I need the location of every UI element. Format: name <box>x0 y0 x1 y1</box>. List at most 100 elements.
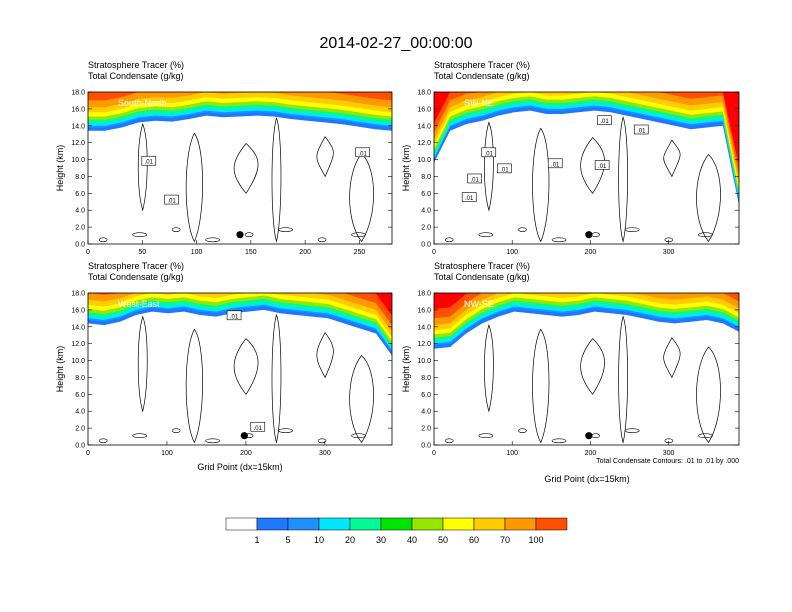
condensate-contour-small <box>132 433 147 439</box>
contour-label-box <box>497 163 512 174</box>
y-tick-label: 8.0 <box>421 375 431 382</box>
condensate-contour <box>618 315 628 444</box>
condensate-contour <box>484 324 494 413</box>
y-tick-label: 14.0 <box>417 123 431 130</box>
condensate-contour <box>618 116 628 243</box>
y-tick-label: 14.0 <box>417 324 431 331</box>
colorbar-label: 70 <box>500 535 510 545</box>
contour-label-box <box>597 115 612 126</box>
x-axis-label-right: Grid Point (dx=15km) <box>544 474 629 484</box>
x-tick-label: 100 <box>161 450 173 457</box>
condensate-contour-small <box>278 428 293 433</box>
condensate-contour-small <box>551 237 567 243</box>
condensate-contour-small <box>205 237 220 243</box>
field-label: Stratosphere Tracer (%) <box>88 261 184 271</box>
colorbar-label: 100 <box>528 535 543 545</box>
colorbar-swatch <box>380 517 413 531</box>
x-tick-label: 250 <box>354 249 366 256</box>
location-marker <box>240 432 248 440</box>
condensate-contour-small <box>478 232 494 238</box>
plot-area: .01 .01 <box>88 293 392 445</box>
tracer-band <box>434 92 739 182</box>
condensate-contour <box>532 127 550 243</box>
y-tick-label: 10.0 <box>417 358 431 365</box>
contour-label-box <box>467 173 482 184</box>
colorbar-label: 20 <box>345 535 355 545</box>
location-marker <box>585 432 593 440</box>
panel-south-north: .01 .01 .01 0.0 2.0 4.0 6.0 8.0 10.0 12.0 14.0 16.0… <box>55 60 393 256</box>
contour-label: .01 <box>598 164 607 170</box>
y-tick-label: 10.0 <box>71 157 85 164</box>
location-marker <box>585 231 593 239</box>
plot-frame <box>433 91 740 245</box>
colorbar-swatch <box>411 517 444 531</box>
colorbar-swatch <box>535 517 568 531</box>
x-tick-label: 0 <box>432 450 436 457</box>
colorbar: 1 5 10 20 30 40 50 60 70 100 <box>225 517 568 545</box>
field-label: Stratosphere Tracer (%) <box>434 60 530 70</box>
y-tick-label: 0.0 <box>421 443 431 450</box>
y-tick-label: 18.0 <box>417 90 431 97</box>
y-tick-label: 16.0 <box>417 307 431 314</box>
contour-label: .01 <box>470 177 479 183</box>
plot-area: .01 .01 .01 <box>88 92 392 244</box>
tracer-band <box>88 92 392 108</box>
y-tick-label: 6.0 <box>421 392 431 399</box>
y-axis-label: Height (km) <box>55 346 65 393</box>
tracer-band <box>88 293 392 348</box>
panel-nw-se: 0.0 2.0 4.0 6.0 8.0 10.0 12.0 14.0 16.0 18.0 0 100 2… <box>401 261 740 457</box>
y-tick-label: 2.0 <box>75 426 85 433</box>
contour-label-box <box>594 160 610 170</box>
x-tick-label: 50 <box>138 249 146 256</box>
colorbar-swatch <box>225 517 258 531</box>
condensate-contour <box>696 346 721 444</box>
plot-frame <box>87 91 393 245</box>
condensate-contour <box>696 153 721 243</box>
condensate-contour-small <box>171 227 181 232</box>
y-tick-label: 14.0 <box>71 324 85 331</box>
contour-label-box <box>547 158 563 169</box>
colorbar-swatch <box>473 517 506 531</box>
y-tick-label: 6.0 <box>75 392 85 399</box>
condensate-contour <box>580 137 605 194</box>
x-tick-label: 150 <box>245 249 257 256</box>
condensate-contour <box>532 328 550 444</box>
tracer-band <box>88 293 392 326</box>
condensate-contour <box>663 139 681 178</box>
contour-label-box <box>633 124 649 135</box>
x-tick-label: 0 <box>86 249 90 256</box>
contour-label-box <box>164 194 179 205</box>
colorbar-label: 60 <box>469 535 479 545</box>
tracer-band <box>434 293 739 309</box>
field-label: Total Condensate (g/kg) <box>88 272 184 282</box>
condensate-contour <box>137 315 148 413</box>
plot-frame <box>87 292 393 446</box>
condensate-contour-small <box>132 232 147 238</box>
y-tick-label: 6.0 <box>75 191 85 198</box>
field-label: Stratosphere Tracer (%) <box>88 60 184 70</box>
colorbar-label: 40 <box>407 535 417 545</box>
x-tick-label: 300 <box>319 450 331 457</box>
contour-label-box <box>250 421 266 432</box>
colorbar-swatch <box>349 517 382 531</box>
contour-label: .01 <box>500 167 509 173</box>
x-tick-label: 0 <box>432 249 436 256</box>
y-tick-label: 12.0 <box>71 140 85 147</box>
condensate-contour-small <box>518 227 527 232</box>
condensate-contour <box>271 313 282 444</box>
x-tick-label: 100 <box>506 249 518 256</box>
x-tick-label: 100 <box>191 249 203 256</box>
colorbar-swatch <box>287 517 320 531</box>
x-tick-label: 0 <box>86 450 90 457</box>
condensate-contour <box>233 338 259 395</box>
contour-label-box <box>141 155 157 166</box>
y-tick-label: 12.0 <box>417 341 431 348</box>
y-tick-label: 4.0 <box>75 409 85 416</box>
condensate-contour-small <box>444 237 454 243</box>
colorbar-label: 5 <box>285 535 290 545</box>
contour-label: .01 <box>145 160 154 166</box>
x-tick-label: 300 <box>663 249 675 256</box>
field-label: Stratosphere Tracer (%) <box>434 261 530 271</box>
condensate-contour-small <box>317 237 327 243</box>
